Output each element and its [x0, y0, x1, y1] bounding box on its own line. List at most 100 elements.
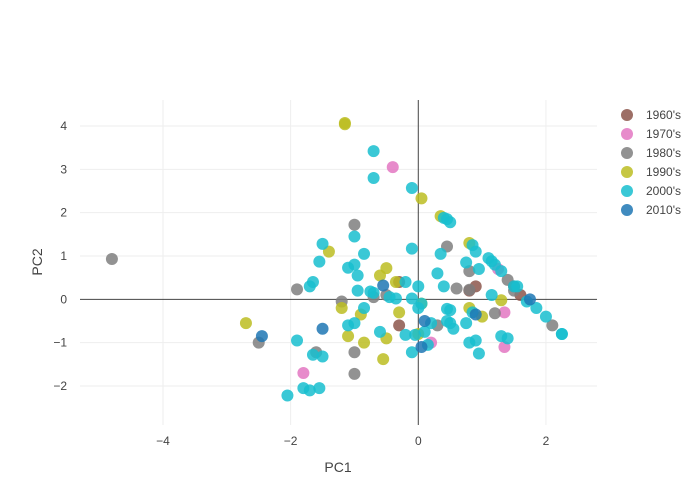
- scatter-point: [291, 283, 304, 296]
- scatter-point: [351, 269, 364, 282]
- legend-item[interactable]: 2000's: [621, 184, 681, 198]
- legend-item[interactable]: 1960's: [621, 108, 681, 122]
- scatter-point: [386, 161, 399, 174]
- legend-marker: [621, 128, 633, 140]
- data-points: [105, 116, 568, 402]
- scatter-point: [303, 384, 316, 397]
- scatter-point: [511, 280, 524, 293]
- x-tick-labels: −4 −2 0 2: [156, 434, 549, 448]
- scatter-point: [405, 181, 418, 194]
- scatter-point: [418, 325, 431, 338]
- x-tick-label: −2: [284, 434, 298, 448]
- scatter-point: [105, 253, 118, 266]
- scatter-point: [364, 285, 377, 298]
- legend-marker: [621, 204, 633, 216]
- legend-marker: [621, 109, 633, 121]
- y-tick-label: 3: [60, 162, 67, 176]
- scatter-point: [316, 350, 329, 363]
- legend-item[interactable]: 1980's: [621, 146, 681, 160]
- scatter-point: [495, 265, 508, 278]
- legend-label: 2010's: [646, 203, 681, 217]
- legend-label: 1990's: [646, 165, 681, 179]
- scatter-point: [530, 302, 543, 314]
- scatter-point: [469, 245, 482, 258]
- scatter-point: [415, 341, 428, 353]
- scatter-point: [380, 262, 393, 275]
- scatter-point: [495, 294, 508, 307]
- scatter-point: [399, 328, 412, 341]
- scatter-point: [393, 319, 406, 332]
- scatter-point: [405, 292, 418, 305]
- x-tick-label: 2: [543, 434, 550, 448]
- scatter-point: [348, 367, 361, 380]
- scatter-point: [316, 322, 329, 335]
- scatter-point: [450, 282, 463, 295]
- scatter-point: [460, 256, 473, 269]
- scatter-point: [405, 242, 418, 255]
- scatter-point: [348, 258, 361, 271]
- scatter-point: [539, 310, 552, 323]
- scatter-point: [415, 192, 428, 205]
- scatter-point: [393, 306, 406, 319]
- scatter-point: [338, 118, 351, 131]
- scatter-point: [348, 346, 361, 359]
- scatter-point: [389, 292, 402, 305]
- x-tick-label: 0: [415, 434, 422, 448]
- legend-item[interactable]: 1990's: [621, 165, 681, 179]
- y-tick-label: 2: [60, 206, 67, 220]
- scatter-point: [444, 216, 457, 229]
- y-axis-title: PC2: [29, 248, 45, 275]
- scatter-point: [472, 263, 485, 275]
- scatter-point: [351, 284, 364, 297]
- scatter-point: [498, 306, 511, 319]
- scatter-point: [373, 325, 386, 338]
- scatter-point: [405, 346, 418, 359]
- legend-marker: [621, 147, 633, 159]
- zero-lines: [80, 100, 597, 425]
- scatter-point: [412, 302, 425, 314]
- scatter-point: [313, 255, 326, 268]
- scatter-point: [367, 172, 380, 184]
- scatter-point: [460, 317, 473, 330]
- scatter-point: [501, 332, 514, 345]
- scatter-point: [291, 334, 304, 347]
- scatter-point: [488, 307, 501, 320]
- scatter-point: [447, 322, 460, 335]
- scatter-point: [377, 353, 390, 366]
- scatter-point: [555, 328, 568, 340]
- scatter-point: [358, 247, 371, 260]
- scatter-point: [335, 302, 348, 314]
- y-tick-label: 0: [60, 292, 67, 306]
- scatter-point: [485, 289, 498, 301]
- scatter-point: [546, 319, 559, 332]
- scatter-point: [367, 145, 380, 158]
- scatter-point: [418, 315, 431, 327]
- legend-item[interactable]: 1970's: [621, 127, 681, 141]
- scatter-point: [297, 367, 310, 379]
- scatter-point: [348, 230, 361, 243]
- scatter-point: [469, 308, 482, 321]
- scatter-point: [399, 276, 412, 288]
- legend-marker: [621, 185, 633, 197]
- legend: 1960's 1970's 1980's 1990's 2000's 2010's: [621, 108, 681, 217]
- scatter-point: [348, 317, 361, 330]
- grid-lines: [80, 100, 597, 425]
- legend-label: 1970's: [646, 127, 681, 141]
- legend-item[interactable]: 2010's: [621, 203, 681, 217]
- scatter-point: [389, 276, 402, 288]
- scatter-point: [463, 283, 476, 296]
- x-tick-label: −4: [156, 434, 170, 448]
- legend-label: 1960's: [646, 108, 681, 122]
- scatter-point: [316, 237, 329, 250]
- scatter-point: [255, 330, 268, 343]
- legend-marker: [621, 166, 633, 178]
- scatter-point: [463, 336, 476, 349]
- y-tick-label: −2: [53, 379, 67, 393]
- scatter-point: [409, 328, 422, 341]
- scatter-point: [342, 330, 355, 343]
- scatter-point: [472, 347, 485, 360]
- scatter-point: [306, 348, 319, 361]
- scatter-point: [313, 382, 326, 395]
- scatter-point: [239, 317, 252, 330]
